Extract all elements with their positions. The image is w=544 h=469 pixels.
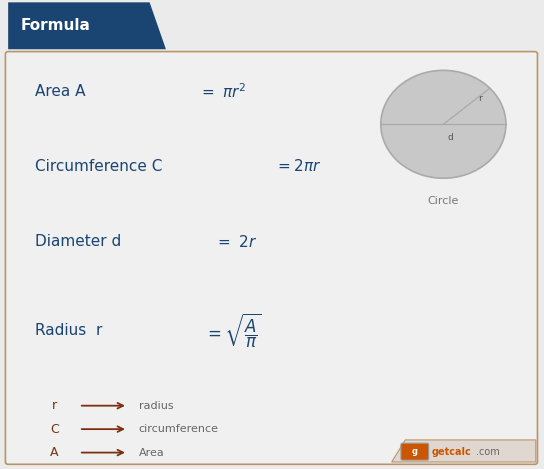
- FancyBboxPatch shape: [401, 443, 429, 460]
- FancyBboxPatch shape: [5, 52, 537, 464]
- Text: Diameter d: Diameter d: [35, 234, 122, 249]
- Text: d: d: [448, 133, 454, 142]
- Text: $= \ \pi r^2$: $= \ \pi r^2$: [199, 82, 246, 101]
- Text: Circle: Circle: [428, 196, 459, 206]
- Text: Formula: Formula: [21, 18, 90, 33]
- Text: getcalc: getcalc: [431, 446, 471, 457]
- Text: Radius  r: Radius r: [35, 323, 103, 338]
- Text: $= \sqrt{\dfrac{A}{\pi}}$: $= \sqrt{\dfrac{A}{\pi}}$: [204, 311, 262, 350]
- Text: $= 2\pi r$: $= 2\pi r$: [275, 159, 322, 174]
- Text: A: A: [50, 446, 59, 459]
- Text: Circumference C: Circumference C: [35, 159, 163, 174]
- Text: Area: Area: [139, 447, 164, 458]
- Text: r: r: [478, 94, 481, 103]
- Circle shape: [381, 70, 506, 178]
- Text: .com: .com: [476, 446, 500, 457]
- Polygon shape: [392, 440, 536, 462]
- Text: C: C: [50, 423, 59, 436]
- Text: Area A: Area A: [35, 84, 86, 99]
- Text: $= \ 2r$: $= \ 2r$: [215, 234, 257, 250]
- Text: g: g: [412, 447, 418, 456]
- Text: circumference: circumference: [139, 424, 219, 434]
- Text: radius: radius: [139, 401, 174, 411]
- Text: r: r: [52, 399, 57, 412]
- Polygon shape: [8, 2, 166, 49]
